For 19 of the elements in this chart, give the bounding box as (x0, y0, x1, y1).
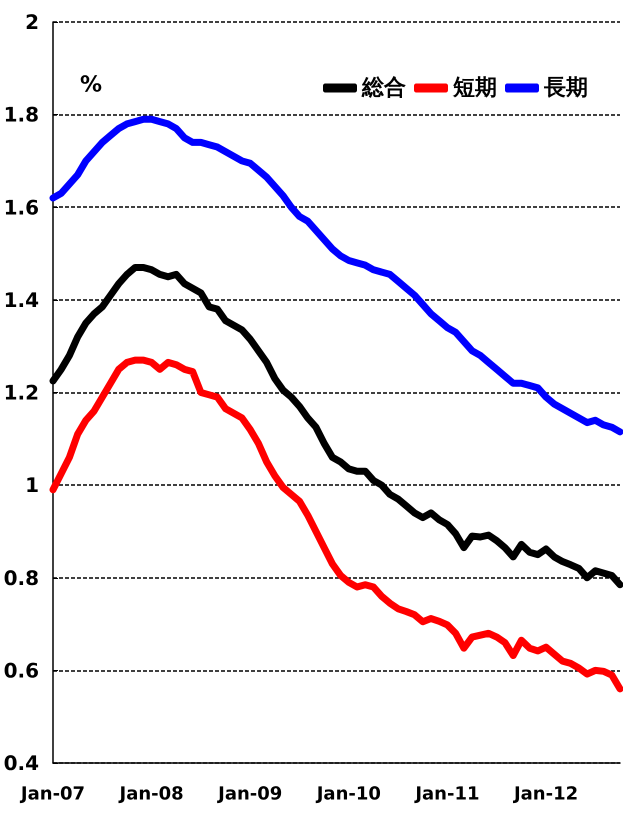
x-tick-label: Jan-09 (216, 784, 282, 804)
y-tick-label: 0.6 (4, 658, 39, 682)
y-tick-label: 2 (25, 10, 39, 34)
y-tick-label: 1.2 (4, 380, 39, 404)
x-tick-label: Jan-12 (512, 784, 578, 804)
x-tick-label: Jan-08 (118, 784, 184, 804)
y-tick-label: 1 (25, 473, 39, 498)
y-tick-label: 1.6 (4, 195, 39, 220)
y-tick-label: 0.8 (4, 566, 39, 590)
y-tick-label: 1.8 (4, 102, 39, 127)
y-tick-label: 1.4 (4, 288, 39, 312)
y-tick-label: 0.4 (4, 751, 39, 775)
legend-label: 長期 (543, 76, 588, 100)
x-tick-label: Jan-11 (413, 784, 480, 804)
legend-label: 総合 (361, 76, 406, 100)
legend-label: 短期 (452, 76, 497, 100)
x-tick-label: Jan-10 (314, 784, 381, 804)
y-axis-title: % (80, 72, 102, 98)
x-tick-label: Jan-07 (18, 784, 86, 804)
